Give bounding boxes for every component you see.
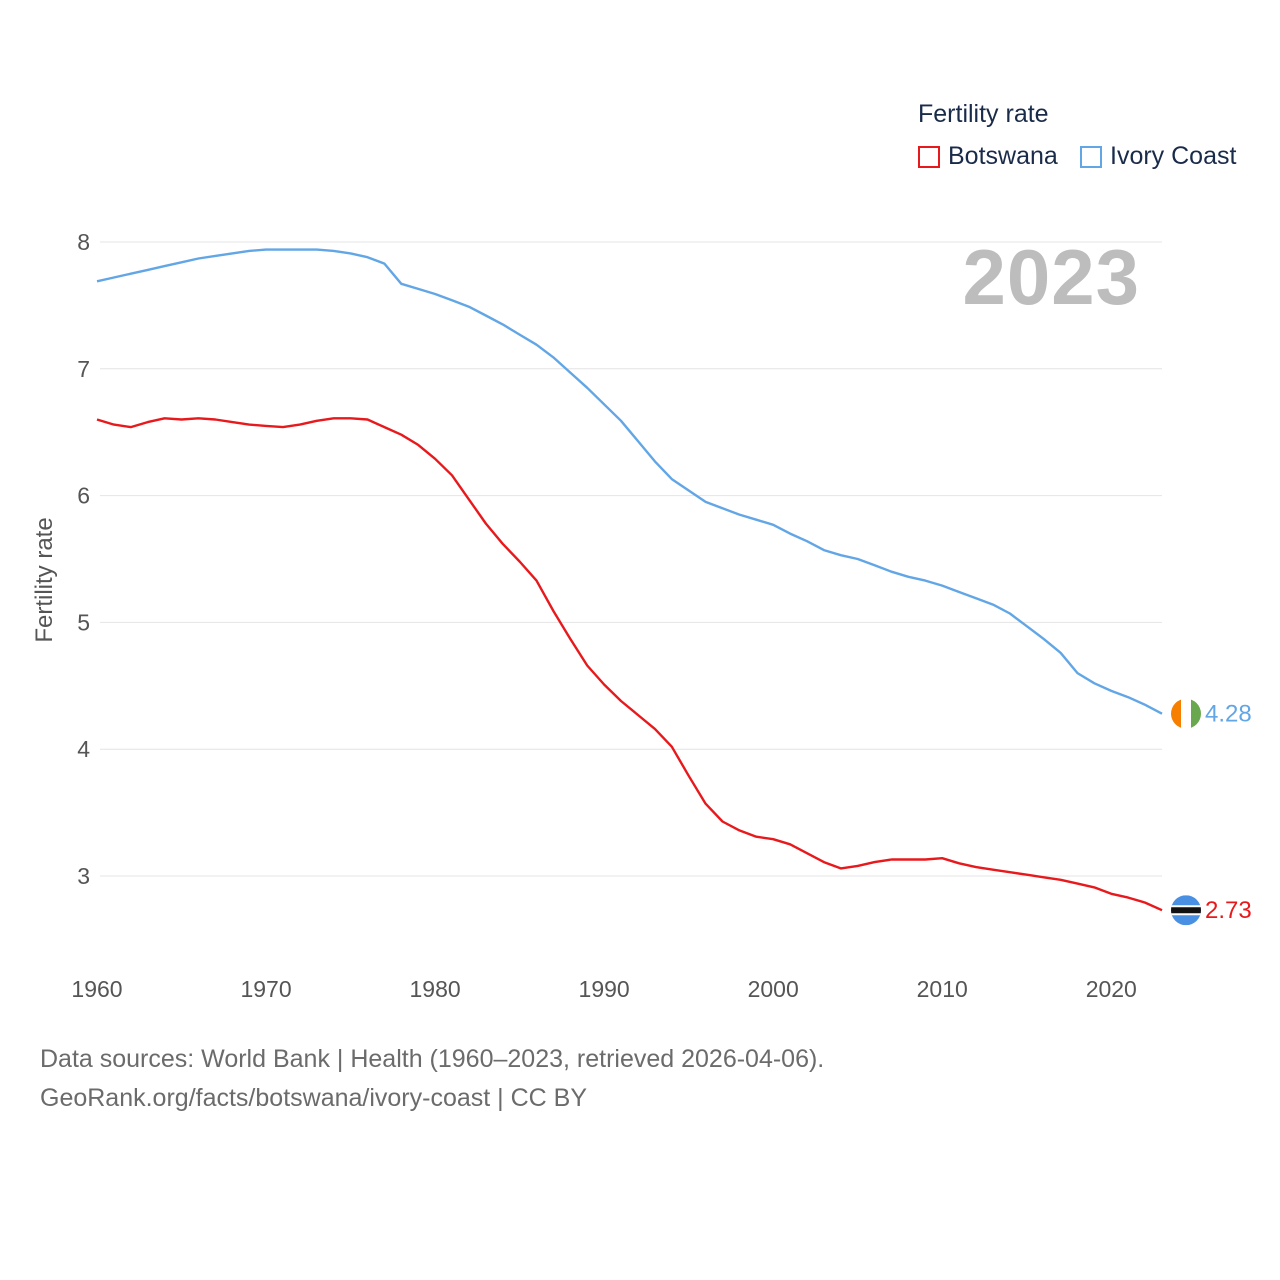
- botswana-end-value: 2.73: [1205, 897, 1252, 924]
- year-label: 2023: [962, 233, 1140, 321]
- ivory-coast-flag-icon: [1171, 698, 1201, 729]
- x-tick-label: 1990: [579, 976, 630, 1002]
- x-tick-label: 1970: [240, 976, 291, 1002]
- grid-lines: [100, 241, 1162, 877]
- y-tick-label: 7: [77, 356, 90, 382]
- x-tick-label: 2020: [1086, 976, 1137, 1002]
- legend-swatch-ivory-coast: [1080, 145, 1102, 168]
- legend-item-ivory-coast[interactable]: Ivory Coast: [1080, 142, 1236, 171]
- legend-item-botswana[interactable]: Botswana: [918, 142, 1058, 171]
- x-tick-label: 2000: [748, 976, 799, 1002]
- end-markers: 2.73 4.28: [1171, 698, 1252, 926]
- y-tick-label: 3: [77, 863, 90, 889]
- series-line-botswana: [96, 417, 1163, 912]
- source-line-1: Data sources: World Bank | Health (1960–…: [40, 1045, 825, 1073]
- y-axis-ticks: 3 4 5 6 7 8: [77, 229, 90, 889]
- y-tick-label: 8: [77, 229, 90, 255]
- legend-swatch-botswana: [918, 145, 940, 168]
- ivory-coast-end-value: 4.28: [1205, 701, 1252, 728]
- y-axis-label: Fertility rate: [31, 517, 58, 642]
- series-line-ivory-coast: [96, 248, 1163, 715]
- x-tick-label: 2010: [917, 976, 968, 1002]
- botswana-flag-icon: [1171, 895, 1201, 926]
- y-tick-label: 6: [77, 483, 90, 509]
- legend-label-ivory-coast: Ivory Coast: [1110, 142, 1237, 170]
- x-axis-ticks: 1960 1970 1980 1990 2000 2010 2020: [71, 976, 1136, 1002]
- legend-title: Fertility rate: [918, 100, 1049, 128]
- y-tick-label: 5: [77, 609, 90, 635]
- series-lines: [96, 248, 1163, 912]
- y-tick-label: 4: [77, 736, 90, 762]
- legend-label-botswana: Botswana: [948, 142, 1058, 170]
- x-tick-label: 1980: [410, 976, 461, 1002]
- x-tick-label: 1960: [71, 976, 122, 1002]
- source-line-2: GeoRank.org/facts/botswana/ivory-coast |…: [40, 1084, 587, 1112]
